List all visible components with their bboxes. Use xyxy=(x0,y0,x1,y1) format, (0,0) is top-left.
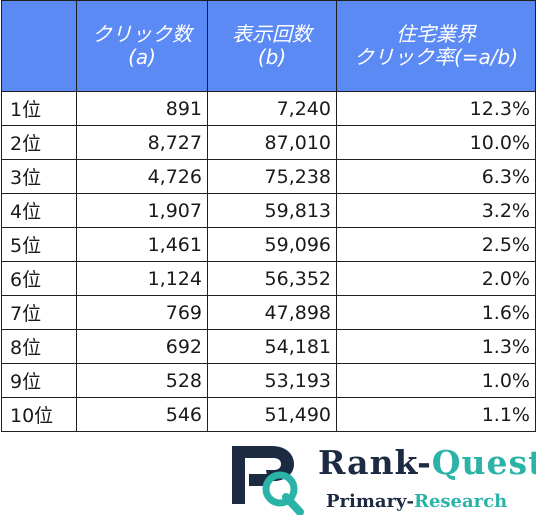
ctr-cell: 1.6% xyxy=(336,295,536,330)
ctr-cell: 12.3% xyxy=(336,91,536,126)
ctr-cell: 2.5% xyxy=(336,227,536,262)
header-impressions-formula: (b) xyxy=(257,45,287,69)
impressions-cell: 53,193 xyxy=(207,363,337,398)
table-row: 6位 1,124 56,352 2.0% xyxy=(1,261,536,296)
ctr-cell: 1.1% xyxy=(336,397,536,432)
header-clicks-formula: (a) xyxy=(128,45,156,69)
table-row: 8位 692 54,181 1.3% xyxy=(1,329,536,364)
clicks-cell: 546 xyxy=(76,397,208,432)
header-ctr-formula: クリック率(=a/b) xyxy=(353,45,519,69)
clicks-cell: 4,726 xyxy=(76,159,208,194)
header-clicks: クリック数 (a) xyxy=(76,0,208,92)
impressions-cell: 47,898 xyxy=(207,295,337,330)
impressions-cell: 54,181 xyxy=(207,329,337,364)
table-row: 7位 769 47,898 1.6% xyxy=(1,295,536,330)
brand-tagline-research: Research xyxy=(413,491,508,512)
ctr-cell: 2.0% xyxy=(336,261,536,296)
rank-cell: 9位 xyxy=(1,363,77,398)
header-clicks-label: クリック数 xyxy=(92,22,192,46)
header-impressions-label: 表示回数 xyxy=(232,22,312,46)
rank-cell: 4位 xyxy=(1,193,77,228)
ranking-table: クリック数 (a) 表示回数 (b) 住宅業界 クリック率(=a/b) 1位 89… xyxy=(1,0,536,432)
ctr-cell: 10.0% xyxy=(336,125,536,160)
table-row: 3位 4,726 75,238 6.3% xyxy=(1,159,536,194)
clicks-cell: 8,727 xyxy=(76,125,208,160)
clicks-cell: 1,461 xyxy=(76,227,208,262)
brand-name: Rank-Quest xyxy=(318,443,536,482)
clicks-cell: 1,907 xyxy=(76,193,208,228)
rank-cell: 7位 xyxy=(1,295,77,330)
brand-name-quest: Quest xyxy=(431,443,536,482)
rank-cell: 5位 xyxy=(1,227,77,262)
impressions-cell: 56,352 xyxy=(207,261,337,296)
rank-cell: 10位 xyxy=(1,397,77,432)
clicks-cell: 1,124 xyxy=(76,261,208,296)
table-row: 2位 8,727 87,010 10.0% xyxy=(1,125,536,160)
impressions-cell: 7,240 xyxy=(207,91,337,126)
table-row: 10位 546 51,490 1.1% xyxy=(1,397,536,432)
brand-tagline-primary: Primary- xyxy=(326,491,414,512)
impressions-cell: 59,096 xyxy=(207,227,337,262)
header-row: クリック数 (a) 表示回数 (b) 住宅業界 クリック率(=a/b) xyxy=(1,0,536,92)
rank-cell: 8位 xyxy=(1,329,77,364)
table-row: 9位 528 53,193 1.0% xyxy=(1,363,536,398)
ctr-cell: 3.2% xyxy=(336,193,536,228)
header-ctr: 住宅業界 クリック率(=a/b) xyxy=(336,0,536,92)
ctr-cell: 1.3% xyxy=(336,329,536,364)
rank-cell: 1位 xyxy=(1,91,77,126)
rank-cell: 2位 xyxy=(1,125,77,160)
brand-tagline: Primary-Research xyxy=(326,491,507,512)
clicks-cell: 769 xyxy=(76,295,208,330)
impressions-cell: 59,813 xyxy=(207,193,337,228)
header-corner xyxy=(1,0,77,92)
table-row: 5位 1,461 59,096 2.5% xyxy=(1,227,536,262)
rank-cell: 3位 xyxy=(1,159,77,194)
header-impressions: 表示回数 (b) xyxy=(207,0,337,92)
clicks-cell: 692 xyxy=(76,329,208,364)
table-row: 1位 891 7,240 12.3% xyxy=(1,91,536,126)
clicks-cell: 528 xyxy=(76,363,208,398)
clicks-cell: 891 xyxy=(76,91,208,126)
impressions-cell: 75,238 xyxy=(207,159,337,194)
ctr-cell: 6.3% xyxy=(336,159,536,194)
rq-emblem-icon xyxy=(232,446,304,515)
table-row: 4位 1,907 59,813 3.2% xyxy=(1,193,536,228)
header-ctr-label: 住宅業界 xyxy=(396,22,476,46)
brand-name-rank: Rank- xyxy=(318,443,432,482)
rank-cell: 6位 xyxy=(1,261,77,296)
table-body: 1位 891 7,240 12.3% 2位 8,727 87,010 10.0% 3位 4,726… xyxy=(1,91,536,432)
impressions-cell: 87,010 xyxy=(207,125,337,160)
impressions-cell: 51,490 xyxy=(207,397,337,432)
ctr-cell: 1.0% xyxy=(336,363,536,398)
table-header: クリック数 (a) 表示回数 (b) 住宅業界 クリック率(=a/b) xyxy=(1,0,536,92)
rank-quest-logo: Rank-Quest Primary-Research xyxy=(228,440,536,515)
